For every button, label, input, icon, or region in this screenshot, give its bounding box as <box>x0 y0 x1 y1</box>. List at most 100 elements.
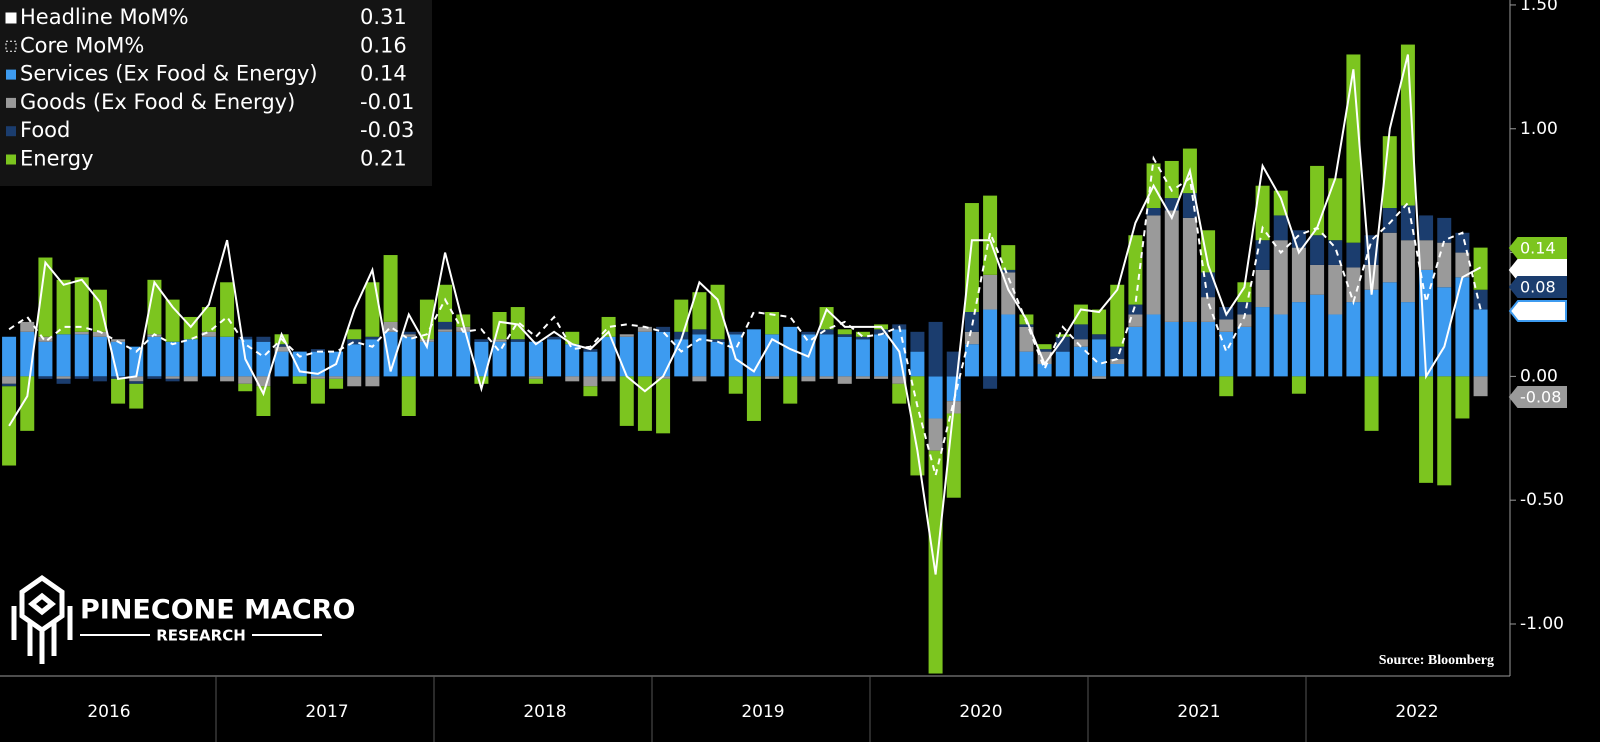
bar <box>329 376 344 379</box>
bar <box>674 299 689 332</box>
bar <box>1255 269 1270 308</box>
legend-swatch <box>6 97 16 108</box>
bar <box>201 307 216 332</box>
bar <box>874 329 889 335</box>
bar <box>1055 336 1070 352</box>
bar <box>438 329 453 332</box>
bar <box>220 376 235 382</box>
bar <box>438 284 453 322</box>
bar <box>1400 205 1415 241</box>
bar <box>801 376 816 382</box>
bar <box>1182 217 1197 322</box>
bar <box>347 344 362 377</box>
bar <box>1328 264 1343 315</box>
bar <box>38 336 53 342</box>
bar <box>1419 240 1434 270</box>
legend-value: 0.16 <box>360 33 407 57</box>
bar <box>111 378 126 404</box>
bar <box>547 339 562 377</box>
bar <box>2 383 17 387</box>
bar <box>819 376 834 379</box>
bar <box>1291 247 1306 303</box>
bar <box>801 331 816 335</box>
y-tick-label: 1.50 <box>1520 0 1558 15</box>
x-tick-label: 2019 <box>741 702 784 722</box>
legend-label: Services (Ex Food & Energy) <box>20 62 318 86</box>
bar <box>256 336 271 342</box>
bar <box>38 341 53 377</box>
bar <box>292 376 307 384</box>
bar <box>238 383 253 392</box>
bar <box>456 331 471 377</box>
bar <box>1364 376 1379 431</box>
bar <box>1110 364 1125 377</box>
bar <box>256 386 271 416</box>
bar <box>1455 277 1470 377</box>
legend-value: 0.21 <box>360 147 407 171</box>
bar <box>401 376 416 416</box>
bar <box>964 203 979 312</box>
bar <box>583 351 598 377</box>
bar <box>238 376 253 384</box>
bar <box>1110 346 1125 360</box>
legend-label: Core MoM% <box>20 33 144 57</box>
bar <box>565 344 580 377</box>
bar <box>874 334 889 377</box>
bar <box>492 341 507 377</box>
bar <box>1291 376 1306 394</box>
source: Source: Bloomberg <box>1379 653 1494 668</box>
bar <box>1255 240 1270 270</box>
bar <box>928 450 943 674</box>
bar <box>1201 230 1216 273</box>
bar <box>783 326 798 377</box>
bar <box>783 376 798 404</box>
bar <box>1128 235 1143 305</box>
bar <box>1328 178 1343 241</box>
bar <box>1055 334 1070 337</box>
bar <box>983 274 998 310</box>
bar <box>474 339 489 342</box>
bar <box>1164 210 1179 322</box>
bar <box>583 349 598 352</box>
bar <box>74 277 89 332</box>
bar <box>674 331 689 340</box>
bar <box>1328 240 1343 265</box>
bar <box>183 339 198 377</box>
bar <box>365 339 380 377</box>
bar <box>365 376 380 387</box>
bar <box>310 378 325 404</box>
bar <box>165 376 180 379</box>
bar <box>383 255 398 322</box>
bar <box>837 329 852 335</box>
bar <box>1382 208 1397 233</box>
bar <box>1073 304 1088 325</box>
bar <box>20 376 35 431</box>
bar <box>547 336 562 340</box>
logo-icon <box>11 574 73 664</box>
bar <box>56 378 71 384</box>
bar <box>1092 309 1107 335</box>
bar <box>92 336 107 377</box>
bar <box>220 336 235 377</box>
bar <box>1310 165 1325 236</box>
bar <box>1019 324 1034 327</box>
bar <box>710 284 725 340</box>
bar <box>510 341 525 377</box>
bar <box>692 334 707 377</box>
bar <box>56 279 71 335</box>
legend-label: Goods (Ex Food & Energy) <box>20 90 295 114</box>
bar <box>274 351 289 377</box>
bar <box>1473 247 1488 290</box>
end-label: 0.14 <box>1520 239 1556 258</box>
bar <box>201 331 216 337</box>
bar <box>583 376 598 387</box>
bar <box>855 376 870 379</box>
bar <box>1346 54 1361 243</box>
bar <box>1128 326 1143 377</box>
bar <box>583 386 598 397</box>
bar <box>1037 364 1052 377</box>
bar <box>637 331 652 377</box>
bar <box>1382 232 1397 283</box>
bar <box>1001 314 1016 377</box>
